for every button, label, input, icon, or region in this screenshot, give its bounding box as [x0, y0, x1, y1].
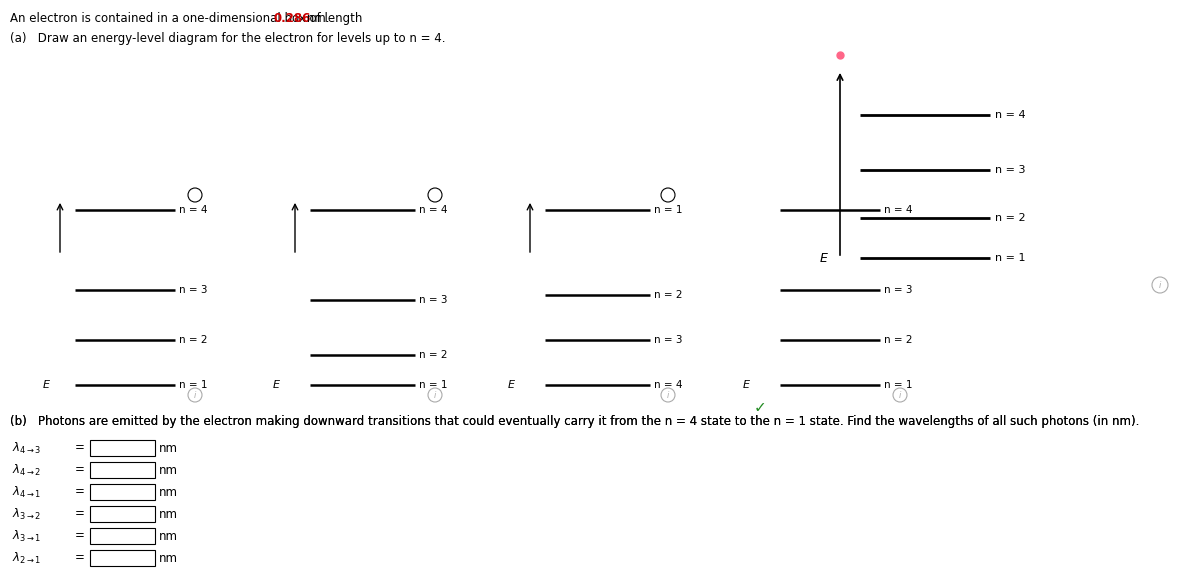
Text: =: = [75, 464, 85, 476]
Text: n = 3: n = 3 [179, 285, 208, 295]
Text: $\lambda_{2 \rightarrow 1}$: $\lambda_{2 \rightarrow 1}$ [12, 550, 42, 566]
Text: n = 4: n = 4 [995, 110, 1026, 120]
Text: n = 2: n = 2 [995, 213, 1026, 223]
Text: nm: nm [159, 464, 178, 476]
Bar [90, 528, 155, 544]
Bar [90, 440, 155, 456]
Text: n = 1: n = 1 [884, 380, 912, 390]
Text: An electron is contained in a one-dimensional box of length: An electron is contained in a one-dimens… [10, 12, 367, 25]
Text: (b)   Photons are emitted by the electron making downward transitions that could: (b) Photons are emitted by the electron … [10, 415, 1139, 428]
Text: =: = [75, 551, 85, 564]
Text: E: E [43, 380, 50, 390]
Text: =: = [75, 508, 85, 521]
Text: (b)   Photons are emitted by the electron making downward transitions that could: (b) Photons are emitted by the electron … [10, 415, 1139, 428]
Text: n = 4: n = 4 [419, 205, 448, 215]
Text: nm.: nm. [303, 12, 330, 25]
Text: n = 4: n = 4 [179, 205, 208, 215]
Text: n = 3: n = 3 [654, 335, 683, 345]
Text: n = 1: n = 1 [419, 380, 448, 390]
Text: nm: nm [159, 442, 178, 455]
Text: n = 3: n = 3 [884, 285, 912, 295]
Bar [90, 506, 155, 522]
Text: =: = [75, 485, 85, 498]
Text: n = 2: n = 2 [884, 335, 912, 345]
Text: =: = [75, 530, 85, 542]
Text: i: i [1159, 281, 1162, 290]
Text: nm: nm [159, 551, 178, 564]
Text: E: E [743, 380, 750, 390]
Text: n = 2: n = 2 [179, 335, 208, 345]
Text: 0.286: 0.286 [273, 12, 312, 25]
Text: nm: nm [159, 508, 178, 521]
Text: n = 1: n = 1 [654, 205, 683, 215]
Text: ✓: ✓ [753, 401, 767, 415]
Text: $\lambda_{4 \rightarrow 2}$: $\lambda_{4 \rightarrow 2}$ [12, 463, 42, 477]
Bar [90, 484, 155, 500]
Text: i: i [193, 390, 196, 399]
Text: n = 1: n = 1 [995, 253, 1026, 263]
Text: nm: nm [159, 485, 178, 498]
Text: n = 3: n = 3 [995, 165, 1026, 175]
Text: n = 1: n = 1 [179, 380, 208, 390]
Text: E: E [273, 380, 281, 390]
Text: n = 4: n = 4 [884, 205, 912, 215]
Text: E: E [820, 251, 827, 265]
Text: $\lambda_{3 \rightarrow 2}$: $\lambda_{3 \rightarrow 2}$ [12, 506, 42, 522]
Text: $\lambda_{4 \rightarrow 3}$: $\lambda_{4 \rightarrow 3}$ [12, 440, 42, 456]
Text: i: i [433, 390, 436, 399]
Text: n = 2: n = 2 [654, 290, 683, 300]
Text: i: i [899, 390, 901, 399]
Text: n = 2: n = 2 [419, 350, 448, 360]
Text: $\lambda_{4 \rightarrow 1}$: $\lambda_{4 \rightarrow 1}$ [12, 484, 42, 500]
Bar [90, 550, 155, 566]
Text: i: i [666, 390, 669, 399]
Text: n = 4: n = 4 [654, 380, 683, 390]
Text: (a)   Draw an energy-level diagram for the electron for levels up to n = 4.: (a) Draw an energy-level diagram for the… [10, 32, 445, 45]
Text: E: E [507, 380, 515, 390]
Text: $\lambda_{3 \rightarrow 1}$: $\lambda_{3 \rightarrow 1}$ [12, 529, 42, 543]
Text: =: = [75, 442, 85, 455]
Bar [90, 462, 155, 478]
Text: n = 3: n = 3 [419, 295, 448, 305]
Text: nm: nm [159, 530, 178, 542]
